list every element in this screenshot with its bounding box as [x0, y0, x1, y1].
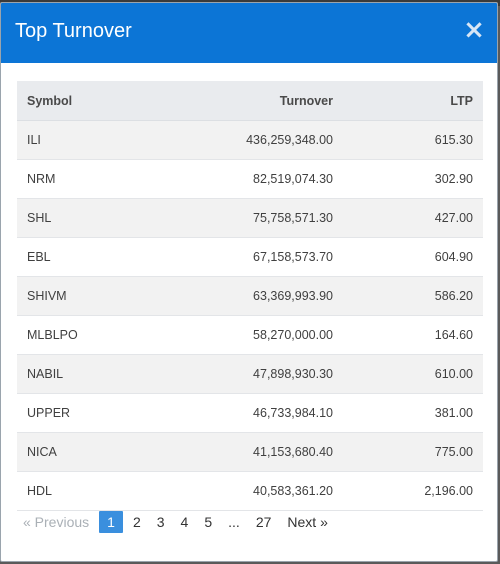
table-row[interactable]: NICA 41,153,680.40 775.00: [17, 432, 483, 472]
column-header-ltp[interactable]: LTP: [343, 81, 483, 121]
table-row[interactable]: EBL 67,158,573.70 604.90: [17, 237, 483, 277]
modal-title: Top Turnover: [15, 20, 132, 42]
page-link-3[interactable]: 3: [156, 514, 165, 530]
turnover-cell: 67,158,573.70: [187, 237, 343, 277]
table-row[interactable]: NABIL 47,898,930.30 610.00: [17, 354, 483, 394]
symbol-cell: NRM: [17, 159, 187, 199]
turnover-cell: 40,583,361.20: [187, 471, 343, 511]
table-row[interactable]: MLBLPO 58,270,000.00 164.60: [17, 315, 483, 355]
ltp-cell: 427.00: [343, 198, 483, 238]
page-link-27[interactable]: 27: [255, 514, 272, 530]
modal-header: Top Turnover ×: [1, 3, 497, 63]
column-header-turnover[interactable]: Turnover: [187, 81, 343, 121]
next-page-link[interactable]: Next »: [287, 514, 328, 530]
table-row[interactable]: SHIVM 63,369,993.90 586.20: [17, 276, 483, 316]
turnover-cell: 63,369,993.90: [187, 276, 343, 316]
previous-page-link[interactable]: « Previous: [23, 514, 90, 530]
table-row[interactable]: ILI 436,259,348.00 615.30: [17, 120, 483, 160]
symbol-cell: HDL: [17, 471, 187, 511]
turnover-table: Symbol Turnover LTP ILI 436,259,348.00 615…: [17, 81, 483, 511]
symbol-cell: NICA: [17, 432, 187, 472]
column-header-symbol[interactable]: Symbol: [17, 81, 187, 121]
page-link-4[interactable]: 4: [180, 514, 189, 530]
turnover-cell: 58,270,000.00: [187, 315, 343, 355]
turnover-table-container: Symbol Turnover LTP ILI 436,259,348.00 615…: [17, 81, 483, 511]
ltp-cell: 164.60: [343, 315, 483, 355]
symbol-cell: SHIVM: [17, 276, 187, 316]
header-row: Symbol Turnover LTP: [17, 81, 483, 121]
table-row[interactable]: NRM 82,519,074.30 302.90: [17, 159, 483, 199]
symbol-cell: SHL: [17, 198, 187, 238]
symbol-cell: UPPER: [17, 393, 187, 433]
table-row[interactable]: SHL 75,758,571.30 427.00: [17, 198, 483, 238]
pagination: « Previous 1 2 3 4 5 ... 27 Next »: [17, 510, 338, 534]
ltp-cell: 604.90: [343, 237, 483, 277]
ltp-cell: 775.00: [343, 432, 483, 472]
table-row[interactable]: UPPER 46,733,984.10 381.00: [17, 393, 483, 433]
table-row[interactable]: HDL 40,583,361.20 2,196.00: [17, 471, 483, 511]
turnover-cell: 41,153,680.40: [187, 432, 343, 472]
turnover-cell: 47,898,930.30: [187, 354, 343, 394]
pagination-ellipsis: ...: [228, 514, 240, 530]
symbol-cell: NABIL: [17, 354, 187, 394]
table-header: Symbol Turnover LTP: [17, 81, 483, 121]
table-body: ILI 436,259,348.00 615.30 NRM 82,519,074.30 3…: [17, 120, 483, 511]
ltp-cell: 381.00: [343, 393, 483, 433]
ltp-cell: 2,196.00: [343, 471, 483, 511]
page-link-1[interactable]: 1: [99, 511, 123, 533]
turnover-cell: 82,519,074.30: [187, 159, 343, 199]
ltp-cell: 586.20: [343, 276, 483, 316]
turnover-cell: 75,758,571.30: [187, 198, 343, 238]
symbol-cell: EBL: [17, 237, 187, 277]
page-link-2[interactable]: 2: [132, 514, 141, 530]
symbol-cell: ILI: [17, 120, 187, 160]
ltp-cell: 615.30: [343, 120, 483, 160]
close-icon[interactable]: ×: [463, 15, 485, 45]
turnover-cell: 46,733,984.10: [187, 393, 343, 433]
ltp-cell: 610.00: [343, 354, 483, 394]
symbol-cell: MLBLPO: [17, 315, 187, 355]
ltp-cell: 302.90: [343, 159, 483, 199]
turnover-cell: 436,259,348.00: [187, 120, 343, 160]
page-link-5[interactable]: 5: [204, 514, 213, 530]
